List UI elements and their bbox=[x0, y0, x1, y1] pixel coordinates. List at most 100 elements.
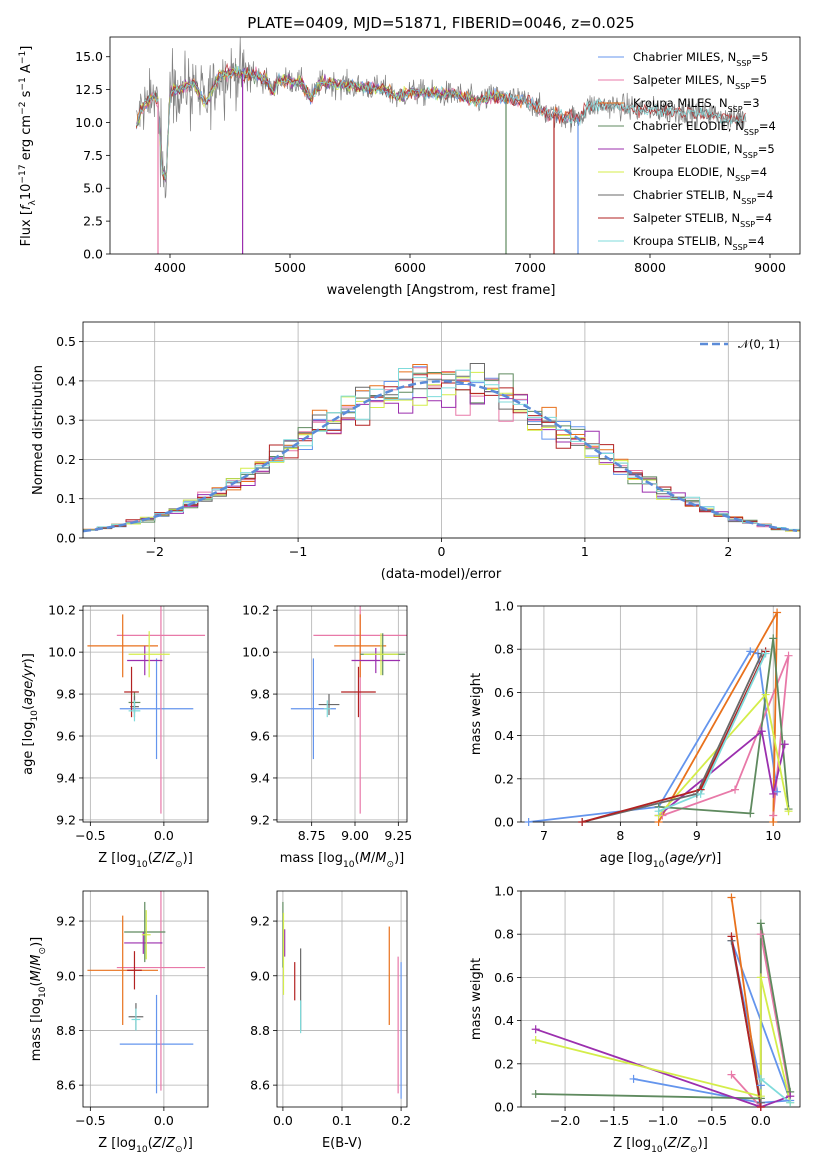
y-axis-label: Flux [fλ10−17 erg cm−2 s−1 A−1] bbox=[18, 46, 38, 247]
mass_vs_ebv-axes: 0.0 0.1 0.2 8.6 8.8 9.0 9.2 E(B-V) bbox=[250, 890, 411, 1151]
y-tick-label: 10.2 bbox=[242, 603, 270, 618]
weight-marker bbox=[727, 893, 736, 902]
weight-marker bbox=[786, 1098, 795, 1107]
weight_vs_Z-plot bbox=[535, 897, 792, 1107]
x-axis-label: Z [log10(Z/Z⊙)] bbox=[98, 1136, 193, 1155]
x-tick-label: −2 bbox=[145, 544, 163, 559]
x-tick-label: 1 bbox=[581, 544, 589, 559]
legend-label: Chabrier ELODIE, NSSP=4 bbox=[633, 119, 776, 137]
legend-label: Salpeter ELODIE, NSSP=5 bbox=[633, 142, 775, 160]
y-tick-label: 0.0 bbox=[494, 815, 514, 830]
y-tick-label: 1.0 bbox=[494, 599, 514, 614]
weight-marker bbox=[756, 930, 765, 939]
y-axis-label: Normed distribution bbox=[31, 365, 46, 495]
x-axis-label: wavelength [Angstrom, rest frame] bbox=[327, 283, 556, 298]
x-tick-label: 7 bbox=[540, 828, 548, 843]
y-tick-label: 0.8 bbox=[494, 642, 514, 657]
y-tick-label: 9.0 bbox=[250, 968, 270, 983]
weight_vs_age-plot bbox=[528, 612, 790, 822]
weight-marker bbox=[769, 789, 778, 798]
weight-line bbox=[657, 692, 790, 817]
weight-marker bbox=[524, 818, 533, 826]
y-tick-label: 2.5 bbox=[83, 214, 103, 229]
weight-marker bbox=[531, 1036, 540, 1045]
y-axis-label: age [log10(age/yr)] bbox=[21, 653, 40, 775]
age_vs_Z-plot bbox=[87, 606, 206, 814]
y-tick-label: 8.6 bbox=[56, 1078, 76, 1093]
histogram-step-line bbox=[83, 379, 800, 532]
spectrum-axes: 4000 5000 6000 7000 8000 9000 0.0 2.5 5.0 7.5 10.0… bbox=[18, 36, 801, 298]
y-tick-label: 10.2 bbox=[48, 603, 76, 618]
x-axis-label: age [log10(age/yr)] bbox=[600, 851, 722, 870]
y-tick-label: 10.0 bbox=[48, 645, 76, 660]
y-tick-label: 0.2 bbox=[494, 1056, 514, 1071]
weight-line bbox=[535, 1028, 791, 1107]
x-tick-label: −2.0 bbox=[550, 1113, 580, 1128]
y-tick-label: 9.6 bbox=[56, 729, 76, 744]
weight_vs_Z-frame bbox=[520, 890, 801, 1108]
x-tick-label: 4000 bbox=[154, 260, 186, 275]
weight-marker bbox=[780, 740, 789, 749]
weight_vs_age-axes: 7 8 9 10 0.0 0.2 0.4 0.6 0.8 1.0 age [log10(age/yr… bbox=[469, 599, 801, 870]
y-tick-label: 9.2 bbox=[56, 812, 76, 827]
spectrum-plot bbox=[136, 37, 747, 254]
x-tick-label: 9 bbox=[693, 828, 701, 843]
age_vs_mass-axes: 8.75 9.00 9.25 9.2 9.4 9.6 9.8 10.0 10.2 mass [lo… bbox=[242, 603, 412, 870]
mass_vs_Z-plot bbox=[87, 891, 206, 1094]
legend-label: Salpeter MILES, NSSP=5 bbox=[633, 73, 767, 91]
legend-label: Chabrier MILES, NSSP=5 bbox=[633, 50, 768, 68]
weight-marker bbox=[696, 789, 705, 798]
y-tick-label: 0.2 bbox=[56, 452, 76, 467]
x-tick-label: 7000 bbox=[514, 260, 546, 275]
x-tick-label: 10 bbox=[765, 828, 781, 843]
x-tick-label: −0.5 bbox=[697, 1113, 727, 1128]
y-tick-label: 9.4 bbox=[250, 770, 270, 785]
weight-marker bbox=[761, 690, 770, 699]
weight-marker bbox=[769, 634, 778, 643]
y-tick-label: 0.8 bbox=[494, 927, 514, 942]
legend-label: Kroupa ELODIE, NSSP=4 bbox=[633, 165, 767, 183]
weight-marker bbox=[629, 1074, 638, 1083]
y-tick-label: 9.2 bbox=[250, 914, 270, 929]
weight-marker bbox=[761, 649, 770, 658]
y-tick-label: 0.4 bbox=[494, 728, 514, 743]
x-tick-label: 9.00 bbox=[341, 828, 369, 843]
weight-marker bbox=[784, 807, 793, 816]
weight-marker bbox=[769, 818, 778, 826]
y-tick-label: 0.2 bbox=[494, 771, 514, 786]
age_vs_mass-frame bbox=[276, 605, 408, 823]
residuals-axes: −2 −1 0 1 2 0.0 0.1 0.2 0.3 0.4 0.5 𝒩(0, 1) (data-mo… bbox=[31, 321, 801, 582]
x-tick-label: 0.1 bbox=[332, 1113, 352, 1128]
y-tick-label: 15.0 bbox=[75, 49, 103, 64]
x-axis-label: E(B-V) bbox=[322, 1136, 362, 1151]
y-tick-label: 8.6 bbox=[250, 1078, 270, 1093]
y-tick-label: 0.0 bbox=[83, 247, 103, 262]
y-tick-label: 9.4 bbox=[56, 770, 76, 785]
weight-marker bbox=[727, 1070, 736, 1079]
y-tick-label: 8.8 bbox=[250, 1023, 270, 1038]
weight-line bbox=[760, 1078, 791, 1104]
y-tick-label: 0.4 bbox=[56, 373, 76, 388]
x-tick-label: 0.2 bbox=[391, 1113, 411, 1128]
y-tick-label: 0.3 bbox=[56, 413, 76, 428]
weight-marker bbox=[756, 919, 765, 928]
weight-line bbox=[658, 638, 790, 815]
y-tick-label: 9.6 bbox=[250, 729, 270, 744]
age_vs_Z-axes: −0.5 0.0 9.2 9.4 9.6 9.8 10.0 10.2 Z [log10(Z/Z⊙… bbox=[21, 603, 209, 870]
weight-marker bbox=[531, 1025, 540, 1034]
weight-line bbox=[658, 653, 767, 813]
x-tick-label: 9000 bbox=[754, 260, 786, 275]
spectrum-frame bbox=[109, 36, 801, 255]
y-tick-label: 1.0 bbox=[494, 884, 514, 899]
age_vs_mass-plot bbox=[290, 606, 407, 814]
x-tick-label: 0 bbox=[438, 544, 446, 559]
y-tick-label: 9.2 bbox=[250, 812, 270, 827]
y-tick-label: 0.1 bbox=[56, 491, 76, 506]
y-tick-label: 12.5 bbox=[75, 82, 103, 97]
legend-label: Chabrier STELIB, NSSP=4 bbox=[633, 188, 773, 206]
model-spectrum-line bbox=[136, 67, 746, 183]
model-spectrum-line bbox=[136, 68, 578, 181]
weight_vs_age-frame bbox=[520, 605, 801, 823]
y-axis-label: mass weight bbox=[469, 673, 484, 755]
residuals-plot bbox=[83, 363, 800, 533]
